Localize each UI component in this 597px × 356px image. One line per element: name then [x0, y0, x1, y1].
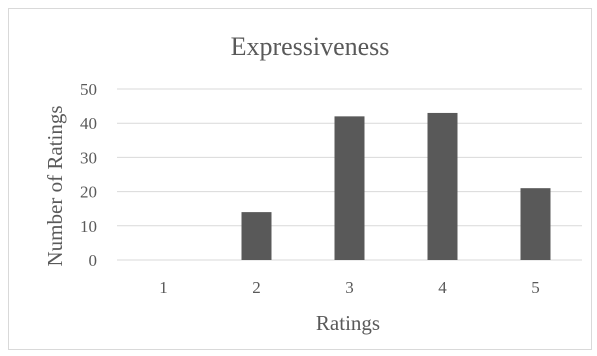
bar-5	[520, 188, 551, 260]
x-tick-label: 4	[438, 278, 447, 297]
y-tick-label: 10	[80, 217, 97, 236]
chart-title: Expressiveness	[231, 32, 390, 61]
bar-3	[334, 116, 365, 260]
x-axis-ticks: 1 2 3 4 5	[159, 278, 540, 297]
x-tick-label: 2	[252, 278, 261, 297]
y-tick-label: 50	[80, 80, 97, 99]
y-tick-label: 40	[80, 114, 97, 133]
x-tick-label: 3	[345, 278, 354, 297]
chart-frame	[8, 8, 592, 350]
y-tick-label: 20	[80, 183, 97, 202]
y-tick-label: 0	[89, 251, 98, 270]
x-axis-title: Ratings	[316, 311, 380, 335]
x-tick-label: 5	[531, 278, 540, 297]
bar-2	[241, 212, 272, 260]
bar-4	[427, 112, 458, 260]
y-axis-title: Number of Ratings	[43, 106, 67, 267]
x-tick-label: 1	[159, 278, 168, 297]
y-axis-ticks: 0 10 20 30 40 50	[80, 80, 97, 270]
bars	[241, 112, 551, 260]
y-tick-label: 30	[80, 148, 97, 167]
